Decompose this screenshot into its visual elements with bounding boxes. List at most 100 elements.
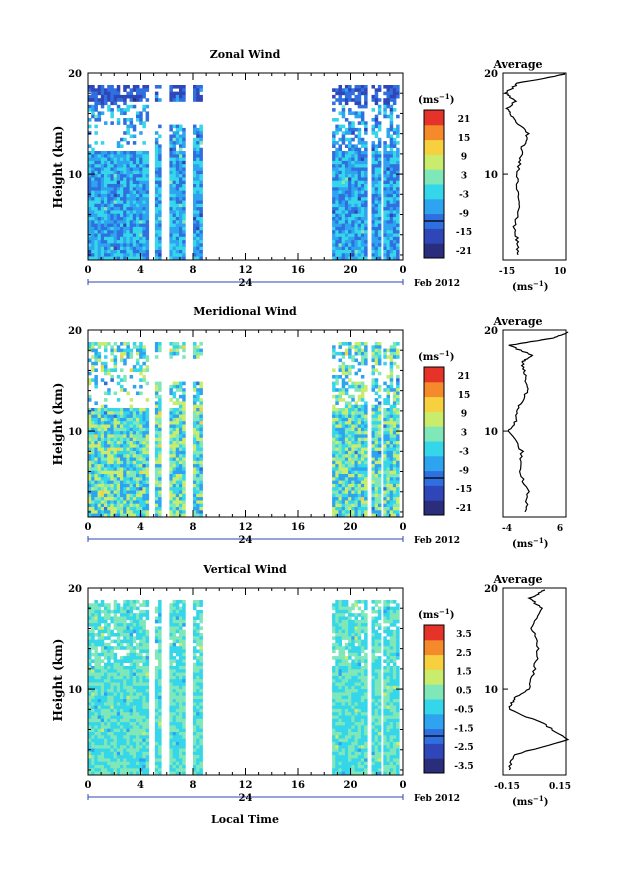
heatmap-cell [348,404,352,409]
colorbar-segment [424,213,444,218]
heatmap-cell [142,193,146,198]
heatmap-cell [116,725,121,729]
heatmap-cell [348,207,352,211]
heatmap-cell [392,88,397,92]
heatmap-cell [193,388,197,392]
heatmap-cell [392,174,397,178]
heatmap-cell [88,177,92,181]
heatmap-cell [88,450,92,455]
heatmap-cell [136,256,140,261]
heatmap-cell [139,94,143,99]
heatmap-cell [100,342,105,346]
heatmap-cell [196,141,200,145]
heatmap-cell [199,127,203,132]
heatmap-cell [94,725,98,729]
heatmap-cell [196,474,200,478]
heatmap-cell [357,384,362,389]
x-tick-label: 12 [239,265,253,276]
heatmap-cell [182,348,186,353]
heatmap-cell [348,384,352,389]
heatmap-cell [351,180,355,185]
heatmap-cell [132,384,137,389]
colorbar-segment [424,452,444,457]
heatmap-cell [344,220,349,224]
heatmap-cell [199,348,203,353]
heatmap-cell [364,94,368,99]
heatmap-cell [116,213,121,218]
heatmap-cell [182,470,186,475]
heatmap-cell [94,94,98,99]
heatmap-cell [110,675,114,680]
heatmap-cell [94,712,98,716]
heatmap-cell [374,355,379,359]
heatmap-cell [145,487,150,491]
heatmap-cell [383,497,387,501]
heatmap-cell [97,692,102,696]
heatmap-cell [132,246,137,251]
heatmap-cell [94,483,98,488]
heatmap-cell [341,398,346,402]
heatmap-cell [364,497,368,501]
heatmap-cell [357,230,362,234]
heatmap-cell [113,679,118,683]
heatmap-cell [136,230,140,234]
heatmap-cell [172,91,177,96]
heatmap-cell [113,474,118,478]
heatmap-cell [91,474,95,478]
heatmap-cell [374,220,379,224]
heatmap-cell [335,190,339,195]
heatmap-cell [116,256,121,261]
heatmap-cell [120,190,124,195]
heatmap-cell [113,748,118,753]
heatmap-cell [179,388,183,392]
heatmap-cell [107,603,111,607]
heatmap-cell [88,735,92,739]
colorbar-segment [424,470,444,475]
heatmap-cell [116,735,121,739]
heatmap-cell [120,633,124,637]
heatmap-cell [110,417,114,422]
heatmap-cell [120,411,124,415]
heatmap-cell [179,170,183,175]
heatmap-cell [88,738,92,743]
heatmap-cell [100,421,105,425]
heatmap-cell [88,741,92,746]
heatmap-cell [335,207,339,211]
heatmap-cell [371,368,375,372]
heatmap-cell [154,177,159,181]
heatmap-cell [344,434,349,438]
heatmap-cell [383,141,387,145]
heatmap-cell [145,358,150,363]
heatmap-cell [136,431,140,435]
heatmap-cell [136,424,140,429]
heatmap-cell [123,101,127,106]
heatmap-cell [172,411,177,415]
heatmap-cell [91,715,95,720]
heatmap-cell [154,493,159,498]
heatmap-cell [179,444,183,448]
heatmap-cell [371,474,375,478]
heatmap-cell [335,253,339,257]
heatmap-cell [91,771,95,776]
heatmap-cell [364,427,368,432]
heatmap-cell [139,233,143,238]
heatmap-cell [364,170,368,175]
heatmap-cell [97,414,102,419]
heatmap-cell [94,600,98,604]
heatmap-cell [338,164,342,168]
heatmap-cell [196,253,200,257]
heatmap-cell [169,398,173,402]
heatmap-cell [97,467,102,471]
heatmap-cell [107,470,111,475]
heatmap-cell [371,124,375,129]
heatmap-cell [132,414,137,419]
heatmap-cell [88,160,92,165]
heatmap-cell [113,600,118,604]
heatmap-cell [351,124,355,129]
heatmap-cell [110,771,114,776]
heatmap-cell [396,223,400,228]
heatmap-cell [199,381,203,386]
heatmap-cell [91,477,95,481]
heatmap-cell [371,470,375,475]
heatmap-cell [341,460,346,465]
